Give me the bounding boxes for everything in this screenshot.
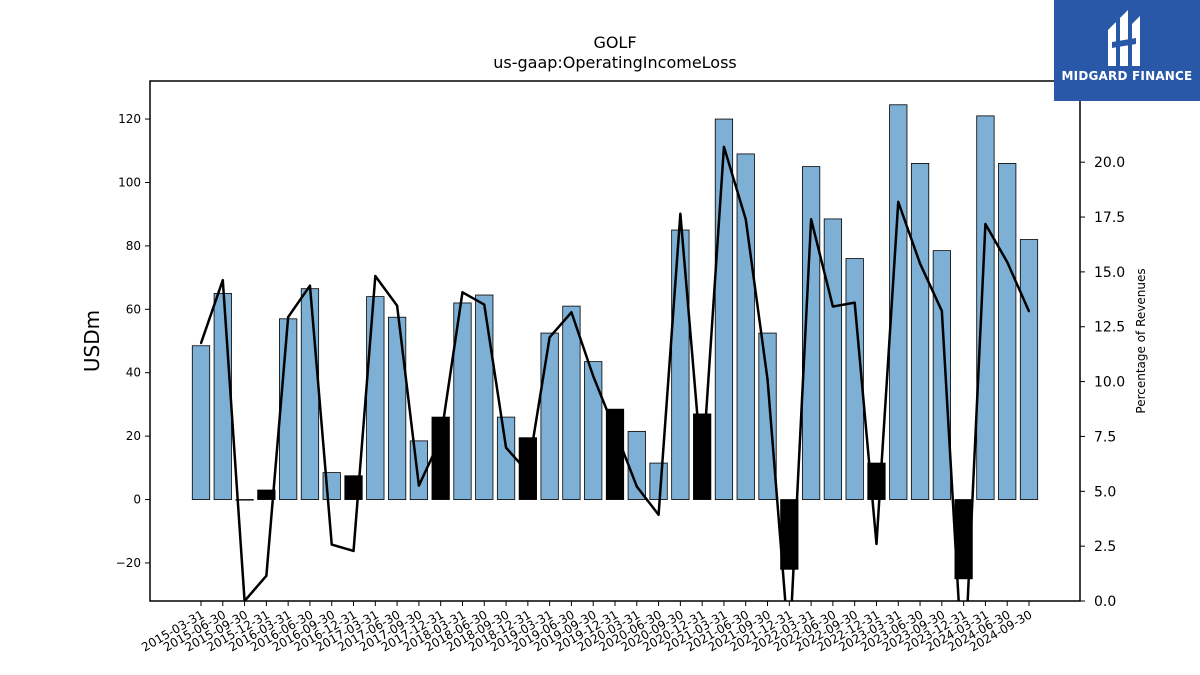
line-point-2024-03-31 bbox=[984, 223, 987, 226]
chart-subtitle: us-gaap:OperatingIncomeLoss bbox=[493, 53, 737, 72]
y2-axis-label: Percentage of Revenues bbox=[1134, 268, 1148, 413]
y2-tick-label: 15.0 bbox=[1094, 265, 1125, 281]
bar-2017-06-30 bbox=[387, 316, 407, 500]
y2-tick-label: 17.5 bbox=[1094, 210, 1125, 226]
line-layer bbox=[199, 145, 1031, 652]
line-point-2024-09-30 bbox=[1028, 310, 1030, 313]
y-tick-label: 100 bbox=[118, 175, 141, 189]
y2-tick-label: 0.0 bbox=[1094, 594, 1116, 610]
bar-2017-12-31 bbox=[431, 416, 450, 500]
midgard-logo-icon bbox=[1108, 10, 1140, 66]
line-point-2022-03-31 bbox=[810, 218, 813, 221]
line-point-2023-09-30 bbox=[940, 309, 943, 312]
bar-2019-06-30 bbox=[562, 305, 581, 500]
y-axis-left: −20 0 20 40 60 80 100 120 bbox=[116, 112, 150, 570]
bar-2018-03-31 bbox=[453, 302, 472, 500]
bar-2022-06-30 bbox=[823, 218, 843, 500]
line-point-2018-09-30 bbox=[505, 446, 508, 449]
y-tick-label: 120 bbox=[118, 112, 141, 126]
bar-2017-03-31 bbox=[366, 296, 385, 500]
y2-tick-label: 12.5 bbox=[1094, 320, 1125, 336]
line-point-2021-12-31 bbox=[788, 650, 790, 652]
x-axis: 2015-03-312015-06-302015-09-302015-12-31… bbox=[139, 601, 1035, 654]
y2-tick-label: 7.5 bbox=[1094, 429, 1116, 445]
line-point-2016-03-31 bbox=[287, 316, 290, 319]
line-point-2019-06-30 bbox=[570, 311, 573, 314]
line-point-2018-12-31 bbox=[526, 471, 529, 474]
line-point-2018-03-31 bbox=[461, 291, 464, 294]
line-point-2017-06-30 bbox=[396, 304, 399, 307]
bar-2024-06-30 bbox=[998, 163, 1017, 500]
line-point-2023-03-31 bbox=[897, 200, 900, 203]
bars-layer bbox=[191, 104, 1039, 580]
line-point-2017-03-31 bbox=[374, 275, 377, 278]
line-point-2019-12-31 bbox=[614, 429, 616, 432]
line-point-2021-09-30 bbox=[766, 378, 769, 381]
bar-2019-03-31 bbox=[540, 332, 559, 500]
line-point-2023-06-30 bbox=[919, 262, 922, 265]
bar-2024-09-30 bbox=[1019, 239, 1039, 500]
bar-2015-03-31 bbox=[191, 345, 211, 500]
bar-2016-03-31 bbox=[279, 318, 298, 500]
bar-2019-09-30 bbox=[584, 361, 603, 500]
line-point-2017-12-31 bbox=[439, 437, 442, 440]
y-tick-label: −20 bbox=[116, 556, 141, 570]
bar-2018-06-30 bbox=[475, 294, 494, 500]
line-point-2021-06-30 bbox=[744, 218, 747, 221]
y-tick-label: 0 bbox=[133, 493, 141, 507]
line-point-2015-06-30 bbox=[221, 279, 224, 282]
y-tick-label: 20 bbox=[126, 429, 141, 443]
bar-2015-12-31 bbox=[257, 489, 276, 500]
bar-2018-09-30 bbox=[496, 416, 516, 500]
line-point-2021-03-31 bbox=[722, 145, 725, 148]
y2-tick-label: 5.0 bbox=[1094, 484, 1116, 500]
chart-title: GOLF bbox=[593, 33, 636, 52]
line-point-2016-09-30 bbox=[330, 543, 333, 546]
bar-2022-09-30 bbox=[845, 258, 864, 500]
line-point-2019-09-30 bbox=[592, 375, 595, 378]
bar-2020-03-31 bbox=[627, 430, 646, 500]
line-point-2019-03-31 bbox=[548, 336, 551, 339]
line-point-2017-09-30 bbox=[417, 484, 420, 487]
logo-text: MIDGARD FINANCE bbox=[1061, 69, 1193, 83]
line-point-2016-06-30 bbox=[308, 284, 311, 287]
line-point-2018-06-30 bbox=[483, 303, 486, 306]
line-point-2020-09-30 bbox=[679, 212, 682, 215]
y-tick-label: 40 bbox=[126, 366, 141, 380]
bar-2023-06-30 bbox=[910, 163, 930, 500]
line-point-2015-03-31 bbox=[200, 342, 202, 345]
line-point-2020-03-31 bbox=[635, 485, 638, 488]
bar-2019-12-31 bbox=[605, 408, 625, 500]
bar-2021-09-30 bbox=[758, 332, 777, 500]
y2-tick-label: 20.0 bbox=[1094, 155, 1125, 171]
line-point-2020-12-31 bbox=[701, 471, 704, 474]
bar-2024-03-31 bbox=[976, 115, 995, 500]
bar-2022-03-31 bbox=[801, 166, 821, 500]
y-axis-label: USDm bbox=[80, 310, 104, 372]
y-tick-label: 60 bbox=[126, 302, 141, 316]
bar-2020-09-30 bbox=[671, 229, 690, 500]
logo-badge: MIDGARD FINANCE bbox=[1054, 0, 1200, 101]
line-point-2016-12-31 bbox=[352, 549, 355, 552]
bar-2021-06-30 bbox=[736, 153, 755, 500]
y2-tick-label: 10.0 bbox=[1094, 375, 1125, 391]
bar-2021-03-31 bbox=[714, 118, 734, 500]
line-point-2020-06-30 bbox=[657, 513, 660, 516]
bar-2023-09-30 bbox=[932, 250, 951, 500]
bar-2023-03-31 bbox=[889, 104, 908, 500]
bar-2016-06-30 bbox=[300, 288, 320, 500]
line-point-2022-06-30 bbox=[831, 305, 834, 308]
bar-2015-09-30 bbox=[235, 499, 254, 501]
line-point-2022-09-30 bbox=[853, 301, 856, 304]
bar-2015-06-30 bbox=[213, 293, 232, 500]
line-point-2022-12-31 bbox=[875, 542, 878, 545]
y-tick-label: 80 bbox=[126, 239, 141, 253]
bar-2020-06-30 bbox=[649, 462, 668, 500]
line-point-2024-06-30 bbox=[1006, 261, 1009, 264]
y2-tick-label: 2.5 bbox=[1094, 539, 1116, 555]
line-point-2015-12-31 bbox=[265, 574, 268, 577]
y-axis-right: 0.0 2.5 5.0 7.5 10.0 12.5 15.0 17.5 20.0 bbox=[1080, 155, 1125, 610]
